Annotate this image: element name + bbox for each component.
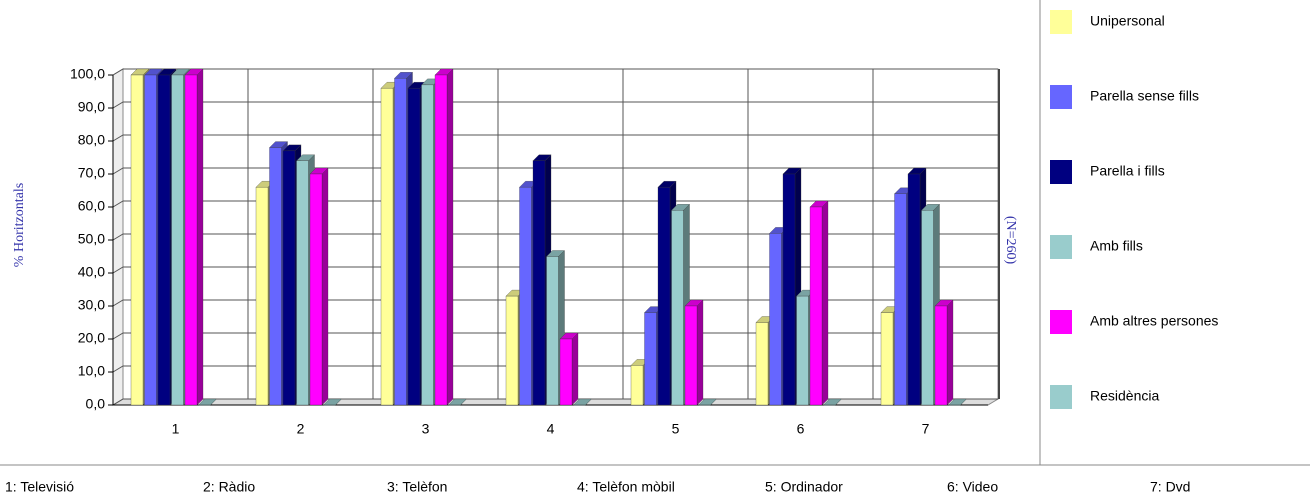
- grid-line: [112, 167, 998, 175]
- legend-label: Residència: [1090, 388, 1159, 404]
- footnote: 7: Dvd: [1150, 479, 1190, 495]
- bar: [448, 398, 467, 406]
- grid-line: [112, 299, 998, 307]
- y-tick-label: 30,0: [78, 297, 105, 313]
- y-tick-label: 90,0: [78, 99, 105, 115]
- bar: [309, 167, 329, 406]
- y-tick-label: 80,0: [78, 132, 105, 148]
- y-tick-label: 50,0: [78, 231, 105, 247]
- x-tick-label: 4: [547, 421, 555, 437]
- legend-label: Unipersonal: [1090, 13, 1165, 29]
- bar: [323, 398, 342, 406]
- grid-line: [112, 332, 998, 340]
- bar: [698, 398, 717, 406]
- x-tick-label: 6: [797, 421, 805, 437]
- legend-swatch: [1050, 85, 1072, 109]
- y-tick-label: 10,0: [78, 363, 105, 379]
- grid-line: [112, 266, 998, 274]
- y-tick-label: 60,0: [78, 198, 105, 214]
- bar: [948, 398, 967, 406]
- bar: [559, 332, 579, 406]
- footnote: 6: Video: [947, 479, 998, 495]
- bar: [184, 68, 204, 406]
- legend-swatch: [1050, 160, 1072, 184]
- footnote: 2: Ràdio: [203, 479, 255, 495]
- legend-swatch: [1050, 235, 1072, 259]
- y-tick-label: 0,0: [86, 396, 106, 412]
- grid-line: [112, 101, 998, 109]
- legend-label: Parella i fills: [1090, 163, 1165, 179]
- legend-swatch: [1050, 385, 1072, 409]
- footnote: 1: Televisió: [5, 479, 74, 495]
- x-tick-label: 5: [672, 421, 680, 437]
- y-tick-label: 100,0: [70, 66, 105, 82]
- x-tick-label: 3: [422, 421, 430, 437]
- bar: [823, 398, 842, 406]
- grid-line: [112, 68, 998, 76]
- bar: [809, 200, 829, 406]
- side-label: (N=260): [1003, 216, 1018, 265]
- bar: [573, 398, 592, 406]
- y-tick-label: 20,0: [78, 330, 105, 346]
- y-tick-label: 70,0: [78, 165, 105, 181]
- legend-swatch: [1050, 10, 1072, 34]
- y-tick-label: 40,0: [78, 264, 105, 280]
- y-axis-label: % Horitzontals: [12, 183, 27, 267]
- footnote: 3: Telèfon: [387, 479, 447, 495]
- footnote: 4: Telèfon mòbil: [577, 479, 675, 495]
- legend-swatch: [1050, 310, 1072, 334]
- bar: [684, 299, 704, 406]
- legend-label: Parella sense fills: [1090, 88, 1199, 104]
- footnote: 5: Ordinador: [765, 479, 843, 495]
- bar: [434, 68, 454, 406]
- bar: [934, 299, 954, 406]
- x-tick-label: 2: [297, 421, 305, 437]
- x-tick-label: 7: [922, 421, 930, 437]
- legend-label: Amb fills: [1090, 238, 1143, 254]
- x-tick-label: 1: [172, 421, 180, 437]
- bar: [198, 398, 217, 406]
- grid-line: [112, 200, 998, 208]
- grid-line: [112, 365, 998, 373]
- grid-line: [112, 233, 998, 241]
- grid-line: [112, 134, 998, 142]
- legend-label: Amb altres persones: [1090, 313, 1218, 329]
